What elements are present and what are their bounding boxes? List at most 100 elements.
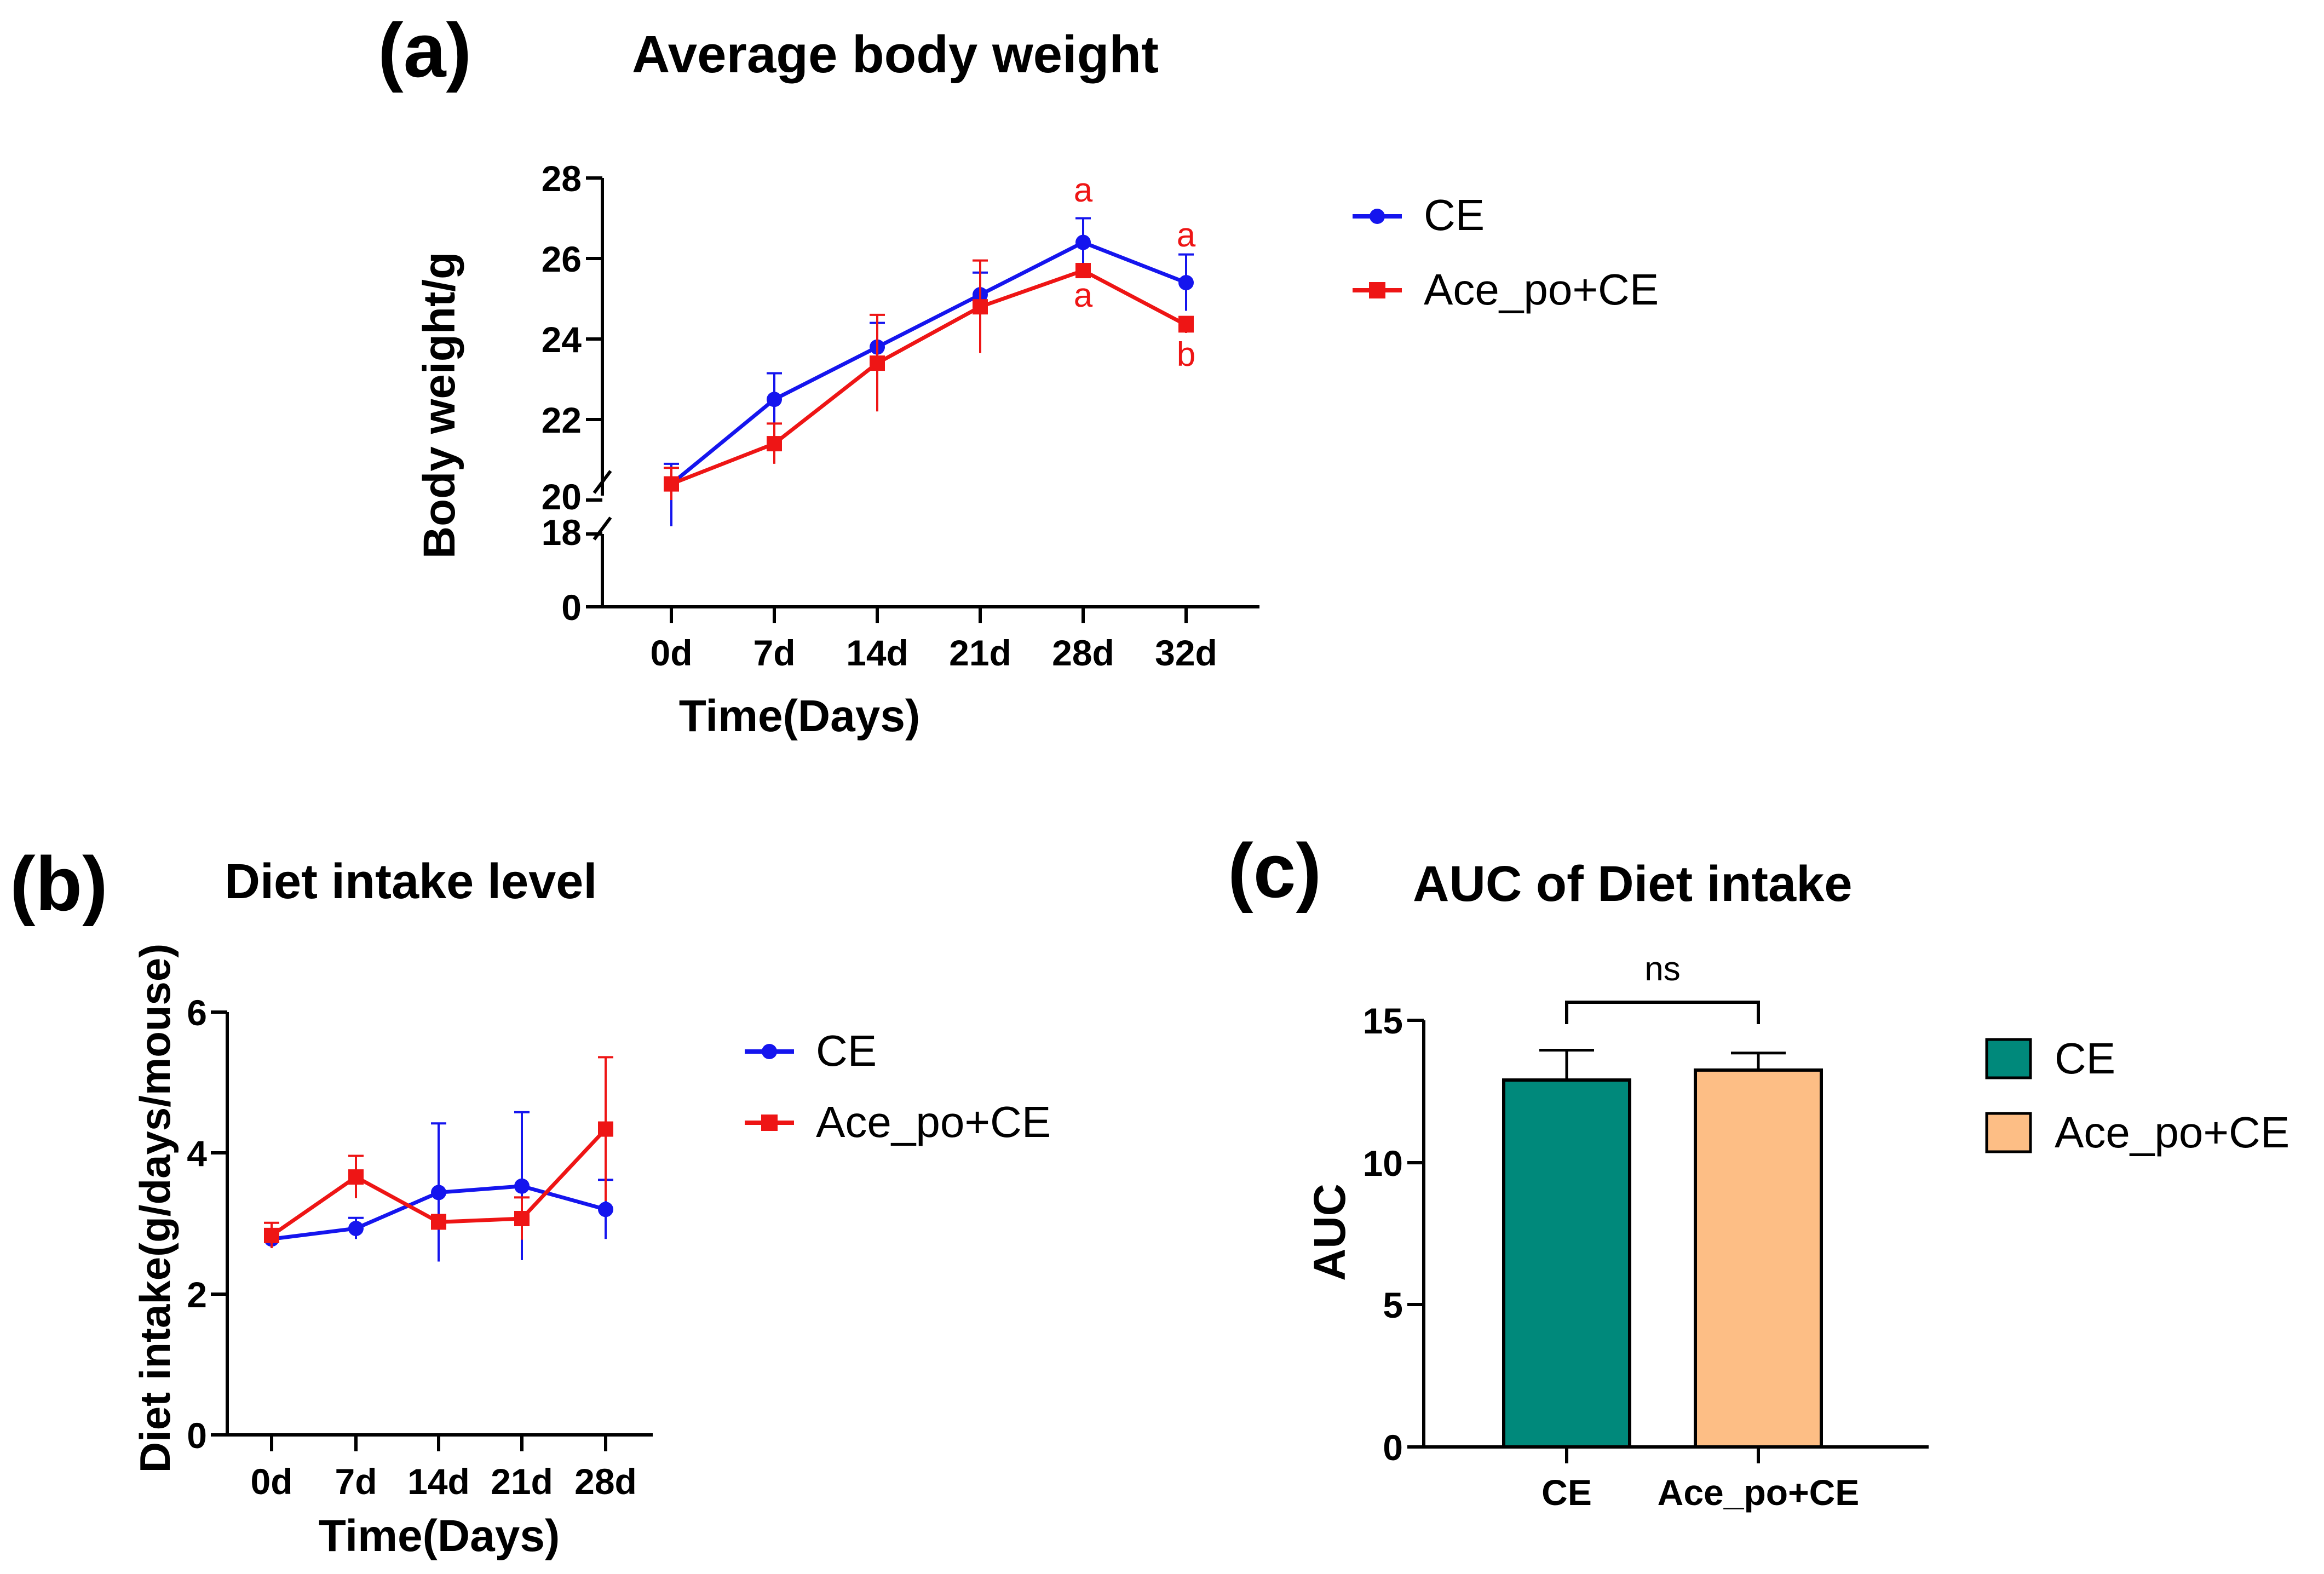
marks-a (664, 217, 1194, 526)
sig-letter-32d-top: a (1177, 216, 1196, 254)
x-tick-label-ace-c: Ace_po+CE (1658, 1472, 1860, 1513)
x-tick-label-21d-a: 21d (949, 633, 1011, 673)
y-axis-label-a: Body weight/g (415, 252, 464, 559)
x-tick-label-ce-c: CE (1541, 1472, 1592, 1513)
axes-c (1407, 1019, 1929, 1463)
x-tick-label-28d-b: 28d (574, 1461, 637, 1502)
y-tick-label-24-a: 24 (542, 319, 582, 360)
y-tick-label-4-b: 4 (187, 1133, 207, 1174)
sig-letter-28d-top: a (1074, 171, 1093, 209)
axes-b (211, 1010, 653, 1451)
b-point-ce-7d (348, 1221, 364, 1237)
x-tick-label-14d-a: 14d (846, 633, 908, 673)
legend-label-ce-a: CE (1424, 191, 1485, 239)
x-tick-labels-a: 0d 7d 14d 21d 28d 32d (650, 633, 1217, 673)
y-tick-label-5-c: 5 (1383, 1285, 1403, 1325)
b-point-ce-28d (598, 1202, 613, 1217)
panel-b: (b) Diet intake level Time(Days) Diet in… (10, 841, 1051, 1561)
legend-marker-ce-b (762, 1044, 777, 1059)
a-series-line-ce (670, 240, 1187, 486)
significance-letters-a: a a a b (1074, 171, 1196, 374)
sig-letter-32d-bottom: b (1177, 336, 1195, 374)
legend-swatch-ce-c (1985, 1038, 2032, 1079)
significance-bracket-c: ns (1565, 950, 1760, 1024)
y-tick-label-10-c: 10 (1363, 1143, 1403, 1184)
legend-swatch-ace-c (1985, 1112, 2032, 1153)
x-tick-label-7d-a: 7d (753, 633, 795, 673)
x-tick-label-0d-a: 0d (650, 633, 692, 673)
b-point-ce-21d (514, 1178, 530, 1194)
legend-label-ace-c: Ace_po+CE (2055, 1108, 2290, 1157)
c-bar-ace (1694, 1068, 1823, 1449)
x-axis-label-b: Time(Days) (319, 1511, 560, 1561)
x-tick-label-32d-a: 32d (1155, 633, 1217, 673)
y-tick-label-22-a: 22 (542, 400, 582, 440)
b-point-ace-21d (514, 1210, 530, 1226)
a-point-ace-14d (870, 355, 885, 371)
x-tick-label-7d-b: 7d (335, 1461, 377, 1502)
y-tick-label-2-b: 2 (187, 1274, 207, 1315)
chart-title-b: Diet intake level (225, 854, 597, 909)
panel-a: (a) Average body weight Time(Days) Body … (378, 7, 1659, 741)
axis-break-upper-a (592, 470, 612, 494)
legend-label-ace-b: Ace_po+CE (816, 1098, 1051, 1146)
a-point-ace-0d (664, 476, 679, 492)
b-point-ce-14d (431, 1185, 446, 1200)
x-tick-labels-c: CE Ace_po+CE (1541, 1472, 1859, 1513)
chart-title-c: AUC of Diet intake (1413, 856, 1853, 912)
a-point-ace-21d (973, 299, 988, 315)
y-tick-label-0-b: 0 (187, 1415, 207, 1456)
significance-label: ns (1644, 950, 1680, 988)
y-tick-label-26-a: 26 (542, 239, 582, 279)
axes-a (586, 176, 1259, 623)
a-series-line-ace (670, 268, 1187, 486)
y-tick-label-18-a: 18 (542, 512, 582, 553)
panel-c: (c) AUC of Diet intake AUC 15 10 5 0 CE … (1228, 828, 2290, 1513)
c-bar-ce (1502, 1078, 1631, 1449)
a-point-ace-7d (767, 436, 782, 452)
a-point-ace-32d (1178, 317, 1194, 333)
a-point-ce-32d (1178, 275, 1194, 291)
b-point-ace-7d (348, 1169, 364, 1185)
x-axis-label-a: Time(Days) (679, 691, 921, 741)
x-tick-label-14d-b: 14d (407, 1461, 470, 1502)
y-tick-label-15-c: 15 (1363, 1001, 1403, 1041)
chart-title-a: Average body weight (632, 25, 1159, 84)
y-axis-label-b: Diet intake(g/days/mouse) (131, 944, 179, 1473)
legend-marker-ace-b (761, 1115, 778, 1131)
legend-marker-ce-a (1370, 209, 1385, 224)
x-tick-labels-b: 0d 7d 14d 21d 28d (250, 1461, 636, 1502)
marks-b (264, 1056, 613, 1262)
y-tick-labels-b: 6 4 2 0 (187, 992, 207, 1456)
panel-label-c: (c) (1228, 828, 1321, 914)
legend-b: CE Ace_po+CE (745, 1026, 1051, 1146)
y-tick-label-20-a: 20 (542, 476, 582, 517)
b-point-ace-0d (264, 1227, 279, 1243)
legend-label-ace-a: Ace_po+CE (1424, 265, 1659, 314)
panel-label-a: (a) (378, 7, 471, 93)
x-tick-label-28d-a: 28d (1052, 633, 1114, 673)
axis-break-lower-a (592, 516, 612, 541)
y-tick-label-6-b: 6 (187, 992, 207, 1033)
y-axis-label-c: AUC (1305, 1184, 1355, 1281)
y-tick-label-0-a: 0 (561, 587, 582, 628)
legend-label-ce-c: CE (2055, 1034, 2115, 1083)
significance-bracket-line (1565, 1001, 1760, 1024)
x-tick-label-21d-b: 21d (491, 1461, 553, 1502)
legend-label-ce-b: CE (816, 1026, 877, 1075)
a-point-ce-7d (767, 392, 782, 407)
legend-marker-ace-a (1369, 282, 1385, 298)
panel-label-b: (b) (10, 841, 108, 927)
b-point-ace-14d (431, 1214, 446, 1230)
y-tick-label-28-a: 28 (542, 158, 582, 199)
y-tick-label-0-c: 0 (1383, 1427, 1403, 1468)
sig-letter-28d-bottom: a (1074, 277, 1093, 314)
legend-c: CE Ace_po+CE (1985, 1034, 2290, 1157)
x-tick-label-0d-b: 0d (250, 1461, 292, 1502)
legend-a: CE Ace_po+CE (1353, 191, 1659, 314)
y-tick-labels-a: 28 26 24 22 20 18 0 (542, 158, 582, 628)
a-point-ce-28d (1075, 234, 1091, 250)
b-point-ace-28d (598, 1121, 613, 1137)
y-tick-labels-c: 15 10 5 0 (1363, 1001, 1403, 1468)
